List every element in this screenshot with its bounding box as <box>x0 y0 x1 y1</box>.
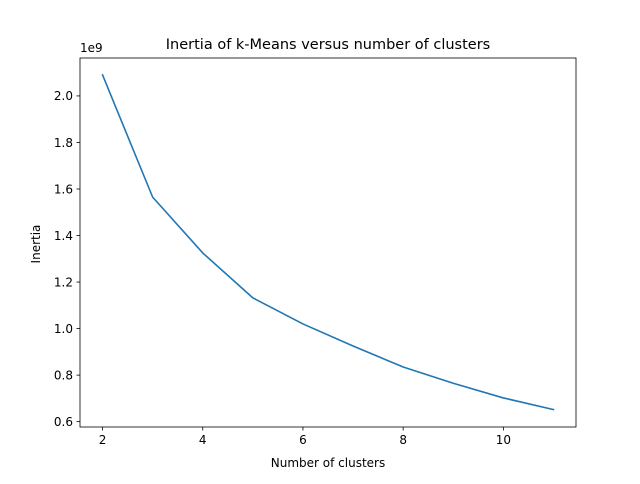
chart-title: Inertia of k-Means versus number of clus… <box>166 37 490 53</box>
x-tick-label: 2 <box>99 433 107 447</box>
x-tick-label: 6 <box>299 433 307 447</box>
x-tick-label: 4 <box>199 433 207 447</box>
x-tick-label: 8 <box>399 433 407 447</box>
y-axis-label: Inertia <box>29 225 43 264</box>
x-tick-label: 10 <box>496 433 511 447</box>
plot-area: 2 4 6 8 10 0.6 0.8 1.0 1.2 1.4 1.6 1.8 2.0 <box>54 57 577 447</box>
y-tick-label: 0.6 <box>54 415 73 429</box>
y-tick-label: 1.4 <box>54 229 73 243</box>
y-tick-label: 0.8 <box>54 368 73 382</box>
y-tick-label: 2.0 <box>54 89 73 103</box>
x-axis-label: Number of clusters <box>271 456 385 470</box>
axes-frame <box>79 57 577 428</box>
y-tick-label: 1.8 <box>54 136 73 150</box>
y-tick-label: 1.2 <box>54 275 73 289</box>
y-axis-offset-label: 1e9 <box>80 41 103 55</box>
series-line-0 <box>101 73 555 411</box>
y-tick-label: 1.0 <box>54 322 73 336</box>
y-tick-label: 1.6 <box>54 182 73 196</box>
